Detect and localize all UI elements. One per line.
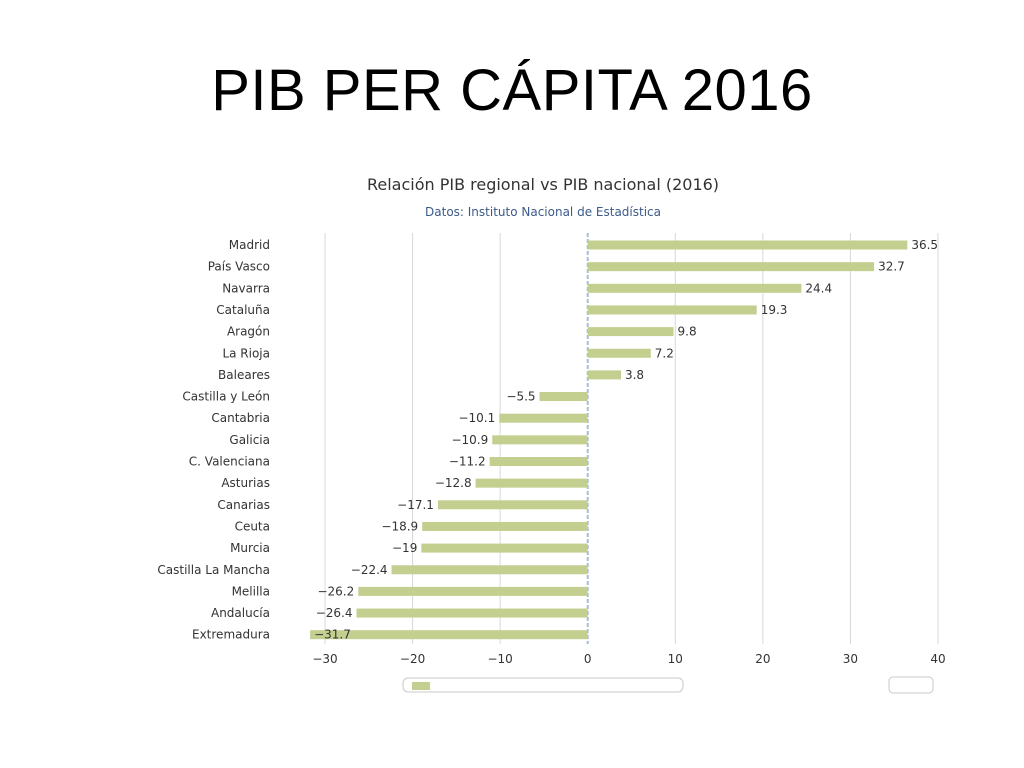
category-label: Aragón	[227, 325, 270, 339]
bar[interactable]	[421, 543, 588, 553]
category-label: Cantabria	[211, 411, 270, 425]
bar[interactable]	[587, 305, 757, 315]
category-label: Asturias	[221, 476, 270, 490]
category-label: Murcia	[230, 541, 270, 555]
x-tick-label: 0	[584, 652, 592, 666]
data-label: −10.1	[458, 411, 495, 425]
data-label: 32.7	[878, 260, 905, 274]
category-label: Baleares	[218, 368, 270, 382]
data-label: −11.2	[449, 455, 486, 469]
category-label: Melilla	[232, 584, 270, 598]
bar[interactable]	[492, 435, 588, 445]
data-label: 9.8	[678, 325, 697, 339]
bar[interactable]	[422, 521, 588, 531]
data-label: −17.1	[397, 498, 434, 512]
data-label: −31.7	[314, 628, 351, 642]
chart-title: Relación PIB regional vs PIB nacional (2…	[367, 175, 719, 194]
x-tick-label: 10	[668, 652, 683, 666]
data-label: 19.3	[761, 303, 788, 317]
legend-swatch	[412, 682, 430, 690]
data-label: 7.2	[655, 346, 674, 360]
x-tick-label: −20	[400, 652, 425, 666]
x-tick-label: −10	[487, 652, 512, 666]
category-label: Galicia	[229, 433, 270, 447]
bar[interactable]	[437, 500, 588, 510]
x-tick-label: 40	[930, 652, 945, 666]
data-label: −5.5	[506, 390, 535, 404]
bar[interactable]	[539, 392, 588, 402]
data-label: −12.8	[435, 476, 472, 490]
data-label: 3.8	[625, 368, 644, 382]
category-label: La Rioja	[222, 346, 270, 360]
data-label: −10.9	[451, 433, 488, 447]
bar[interactable]	[310, 630, 588, 640]
category-label: País Vasco	[208, 260, 270, 274]
category-label: C. Valenciana	[189, 455, 270, 469]
category-label: Ceuta	[235, 519, 270, 533]
bar[interactable]	[587, 283, 802, 293]
bar[interactable]	[391, 565, 588, 575]
data-label: 24.4	[805, 281, 832, 295]
slide-title: PIB PER CÁPITA 2016	[211, 58, 813, 123]
chart-subtitle: Datos: Instituto Nacional de Estadística	[425, 205, 661, 219]
bar[interactable]	[475, 478, 588, 488]
x-tick-label: 20	[755, 652, 770, 666]
bar[interactable]	[356, 608, 588, 618]
bar[interactable]	[358, 586, 588, 596]
chart-footer-controls	[402, 676, 934, 694]
category-label: Castilla y León	[182, 390, 270, 404]
category-label: Navarra	[222, 281, 270, 295]
category-label: Andalucía	[211, 606, 270, 620]
data-label: −26.4	[316, 606, 353, 620]
category-label: Cataluña	[216, 303, 270, 317]
x-tick-label: −30	[312, 652, 337, 666]
data-label: −26.2	[317, 584, 354, 598]
data-label: 36.5	[911, 238, 938, 252]
data-label: −22.4	[351, 563, 388, 577]
legend-box	[402, 677, 684, 693]
bar[interactable]	[587, 348, 651, 358]
category-label: Castilla La Mancha	[157, 563, 270, 577]
bar[interactable]	[587, 327, 674, 337]
bar[interactable]	[489, 457, 588, 466]
grid-lines	[324, 233, 939, 644]
x-axis-ticks: −30 −20 −10 0 10 20 30 40	[312, 652, 945, 666]
data-label: −19	[392, 541, 417, 555]
data-label: −18.9	[381, 519, 418, 533]
x-tick-label: 30	[843, 652, 858, 666]
category-label: Madrid	[229, 238, 270, 252]
bars: 36.5 32.7 24.4 19.3 9.8 7.2 3.8 −5.5 −10.1 −10.9 −…	[310, 238, 938, 642]
bar[interactable]	[587, 262, 875, 272]
category-label: Extremadura	[192, 628, 270, 642]
bar[interactable]	[587, 240, 908, 250]
export-menu-button[interactable]	[888, 676, 934, 694]
category-labels: Madrid País Vasco Navarra Cataluña Aragón La …	[157, 238, 270, 642]
bar[interactable]	[587, 370, 621, 380]
bar[interactable]	[499, 413, 588, 423]
category-label: Canarias	[217, 498, 270, 512]
